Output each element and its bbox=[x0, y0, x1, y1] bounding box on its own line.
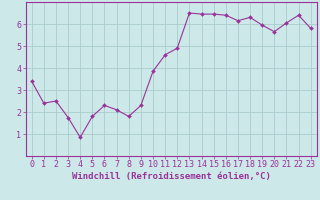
X-axis label: Windchill (Refroidissement éolien,°C): Windchill (Refroidissement éolien,°C) bbox=[72, 172, 271, 181]
